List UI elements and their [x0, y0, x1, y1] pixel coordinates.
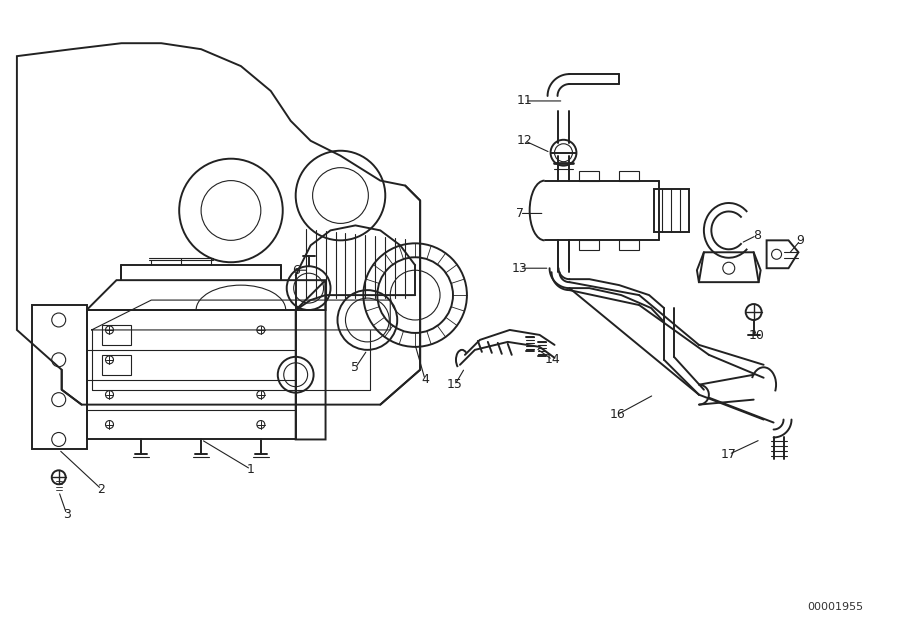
Text: 12: 12 [517, 134, 533, 147]
Text: 10: 10 [749, 330, 765, 342]
Text: 6: 6 [292, 264, 300, 277]
Text: 13: 13 [512, 262, 527, 275]
Text: 14: 14 [544, 353, 561, 366]
Text: 00001955: 00001955 [807, 602, 863, 612]
Text: 2: 2 [97, 483, 105, 496]
Text: 1: 1 [247, 463, 255, 476]
Text: 15: 15 [447, 378, 463, 391]
Text: 9: 9 [796, 234, 805, 247]
Text: 16: 16 [609, 408, 626, 421]
Text: 3: 3 [63, 507, 70, 521]
Text: 11: 11 [517, 95, 533, 107]
Text: 17: 17 [721, 448, 737, 461]
Text: 8: 8 [752, 229, 760, 242]
Text: 4: 4 [421, 373, 429, 386]
Text: 5: 5 [351, 361, 359, 374]
Text: 7: 7 [516, 207, 524, 220]
